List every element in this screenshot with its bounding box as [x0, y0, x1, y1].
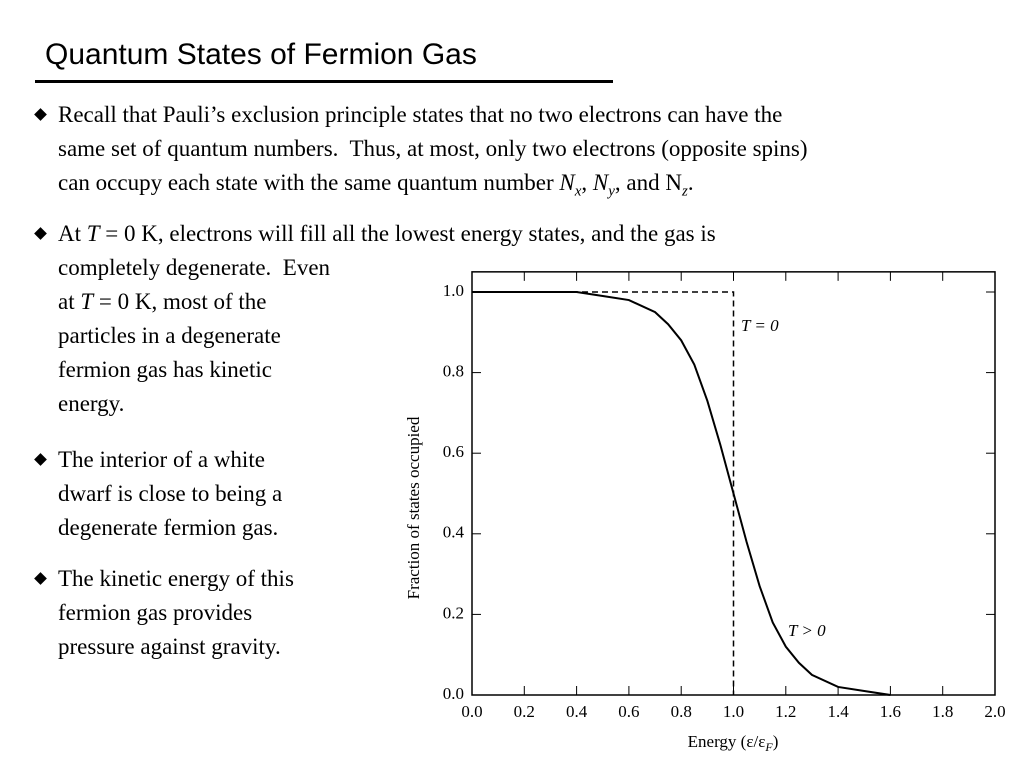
text: can occupy each state with the same quan…: [58, 170, 560, 195]
text: At: [58, 221, 87, 246]
x-tick-label: 1.2: [775, 702, 796, 721]
text: fermion gas provides: [58, 600, 253, 625]
x-axis-label: Energy (ε/εF): [688, 732, 779, 754]
y-tick-label: 0.6: [443, 442, 464, 461]
text: .: [687, 170, 694, 195]
y-axis-label: Fraction of states occupied: [404, 416, 423, 599]
x-tick-label: 0.0: [461, 702, 482, 721]
x-tick-label: 2.0: [984, 702, 1005, 721]
bullet: At T = 0 K, electrons will fill all the …: [34, 217, 716, 421]
bullet: Recall that Pauli’s exclusion principle …: [34, 98, 808, 200]
x-tick-label: 1.0: [723, 702, 744, 721]
x-tick-label: 1.8: [932, 702, 953, 721]
text: = 0 K, most of the: [93, 289, 267, 314]
text: The kinetic energy of this: [58, 566, 294, 591]
text: T: [80, 289, 94, 314]
text: z: [681, 183, 688, 200]
text: , and N: [614, 170, 682, 195]
series-line: [472, 291, 891, 696]
text: dwarf is close to being a: [58, 481, 283, 506]
x-tick-label: 0.6: [618, 702, 639, 721]
x-axis-label-part: F: [764, 740, 773, 754]
y-tick-label: 0.0: [443, 684, 464, 703]
y-tick-label: 0.8: [443, 362, 464, 381]
bullet: The kinetic energy of this fermion gas pr…: [34, 562, 294, 664]
slide-title: Quantum States of Fermion Gas: [45, 38, 477, 71]
text: y: [608, 183, 615, 200]
text: T: [86, 221, 100, 246]
title-rule: [35, 80, 613, 83]
text: N: [559, 170, 575, 195]
text: = 0 K, electrons will fill all the lowes…: [99, 221, 716, 246]
text: Recall that Pauli’s exclusion principle …: [58, 102, 783, 127]
text: x: [574, 183, 582, 200]
text: completely degenerate. Even: [58, 255, 331, 280]
series-line: [472, 291, 735, 695]
x-axis-label-part: ): [773, 732, 779, 751]
text: same set of quantum numbers. Thus, at mo…: [58, 136, 808, 161]
y-tick-label: 1.0: [443, 281, 464, 300]
x-tick-label: 0.8: [671, 702, 692, 721]
x-tick-label: 1.4: [827, 702, 849, 721]
text: degenerate fermion gas.: [58, 515, 279, 540]
text: The interior of a white: [58, 447, 265, 472]
text: N: [592, 170, 609, 195]
bullet: The interior of a white dwarf is close to…: [34, 443, 283, 545]
text: energy.: [58, 391, 125, 416]
text: ,: [581, 170, 593, 195]
text: particles in a degenerate: [58, 323, 281, 348]
series-label: T = 0: [741, 316, 779, 335]
y-tick-label: 0.2: [443, 603, 464, 622]
x-tick-label: 1.6: [880, 702, 901, 721]
x-axis-label-part: Energy (ε/ε: [688, 732, 766, 751]
x-tick-label: 0.4: [566, 702, 588, 721]
series-label: T > 0: [788, 621, 826, 640]
text: at: [58, 289, 81, 314]
x-tick-label: 0.2: [514, 702, 535, 721]
y-tick-label: 0.4: [443, 523, 465, 542]
text: pressure against gravity.: [58, 634, 281, 659]
text: fermion gas has kinetic: [58, 357, 272, 382]
